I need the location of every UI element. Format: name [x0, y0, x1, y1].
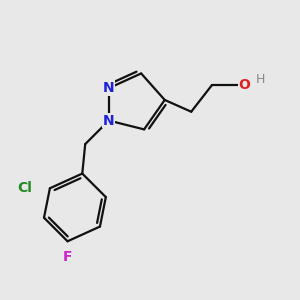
Text: O: O — [238, 78, 250, 92]
Text: N: N — [103, 114, 115, 128]
Text: Cl: Cl — [17, 181, 32, 195]
Text: F: F — [63, 250, 72, 264]
Text: H: H — [256, 74, 265, 86]
Text: N: N — [103, 81, 115, 95]
